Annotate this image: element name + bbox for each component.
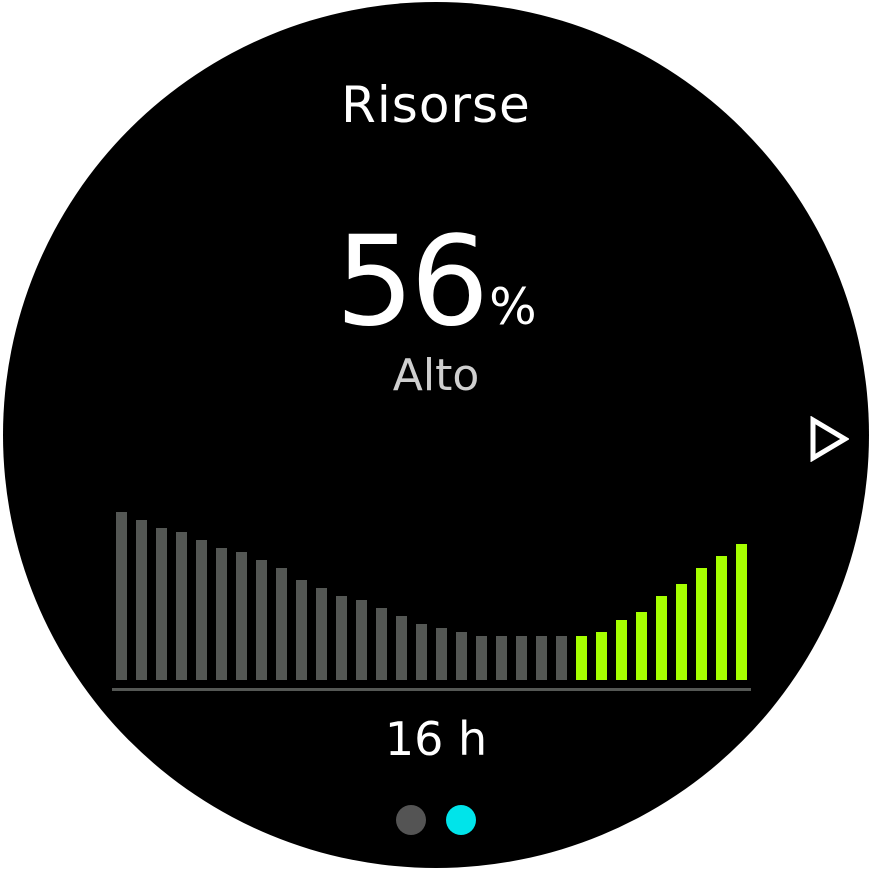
chart-bar xyxy=(496,636,507,680)
chart-bar xyxy=(256,560,267,680)
chart-bar xyxy=(716,556,727,680)
chart-bar xyxy=(596,632,607,680)
chart-bar xyxy=(436,628,447,680)
watch-screen: Risorse 56% Alto 16 h xyxy=(3,2,869,868)
chart-bar xyxy=(316,588,327,680)
chart-bar xyxy=(356,600,367,680)
chart-bar xyxy=(376,608,387,680)
chart-bar xyxy=(416,624,427,680)
chart-bar xyxy=(336,596,347,680)
resource-value: 56% xyxy=(3,210,869,354)
chart-bar xyxy=(556,636,567,680)
chart-bar xyxy=(536,636,547,680)
chart-bar xyxy=(676,584,687,680)
resource-level: Alto xyxy=(392,350,480,401)
chart-bar xyxy=(236,552,247,680)
chart-bar xyxy=(516,636,527,680)
chart-bar xyxy=(736,544,747,680)
chart-bar xyxy=(696,568,707,680)
chart-bar xyxy=(456,632,467,680)
chart-bar xyxy=(476,636,487,680)
chart-baseline xyxy=(112,688,751,691)
resource-percent: 56 xyxy=(335,210,489,354)
chart-bar xyxy=(656,596,667,680)
triangle-right-outline-icon[interactable] xyxy=(809,416,849,462)
chart-time-label: 16 h xyxy=(384,712,488,766)
page-dot[interactable] xyxy=(396,805,426,835)
page-indicator xyxy=(3,805,869,835)
chart-bar xyxy=(216,548,227,680)
chart-bar xyxy=(276,568,287,680)
chart-bar xyxy=(176,532,187,680)
percent-unit: % xyxy=(489,278,537,336)
chart-bar xyxy=(616,620,627,680)
chart-bar xyxy=(576,636,587,680)
chart-bar xyxy=(136,520,147,680)
page-dot-active[interactable] xyxy=(446,805,476,835)
resource-bar-chart xyxy=(112,512,751,691)
chart-bar xyxy=(156,528,167,680)
page-title: Risorse xyxy=(341,76,531,134)
chart-bar xyxy=(636,612,647,680)
chart-bar xyxy=(296,580,307,680)
chart-bar xyxy=(396,616,407,680)
chart-bar xyxy=(116,512,127,680)
chart-bar xyxy=(196,540,207,680)
